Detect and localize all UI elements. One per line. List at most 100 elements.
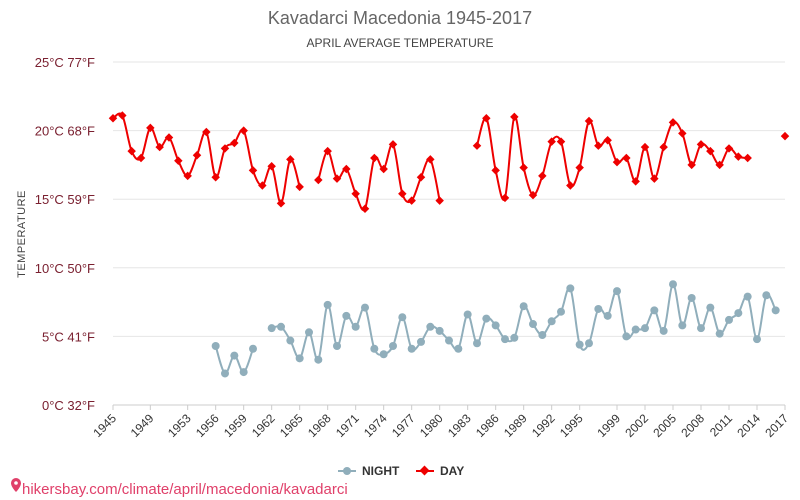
series-night-point[interactable] [211,342,220,351]
series-night-point[interactable] [669,280,677,289]
series-day-point[interactable] [220,144,230,153]
series-night-point[interactable] [314,355,323,364]
series-night-point[interactable] [305,328,313,337]
series-day-point[interactable] [351,189,360,198]
series-night-point[interactable] [510,333,519,342]
series-day-point[interactable] [323,146,332,156]
series-day-point[interactable] [239,126,248,135]
series-day-point[interactable] [743,153,752,163]
series-night-point[interactable] [706,303,715,312]
series-night-point[interactable] [753,335,761,344]
series-day-point[interactable] [314,175,323,185]
series-day-point[interactable] [566,181,575,190]
series-night-point[interactable] [687,293,696,302]
series-day-point[interactable] [622,153,631,163]
series-night-point[interactable] [501,335,509,344]
series-day-point[interactable] [248,166,258,175]
series-night-point[interactable] [221,369,229,378]
footer-link[interactable]: hikersbay.com/climate/april/macedonia/ka… [11,478,348,498]
series-day-point[interactable] [594,141,603,150]
series-night-point[interactable] [547,317,556,326]
series-day-point[interactable] [435,196,444,205]
series-night-point[interactable] [454,344,463,353]
series-night-point[interactable] [641,324,649,333]
series-night-point[interactable] [267,324,276,333]
series-day-point[interactable] [108,114,118,123]
series-day-point[interactable] [519,163,528,172]
series-day-point[interactable] [192,151,202,160]
series-day-point[interactable] [202,127,211,137]
series-day-point[interactable] [538,171,547,181]
series-day-point[interactable] [575,163,584,172]
series-day-point[interactable] [146,123,155,133]
series-day-point[interactable] [603,135,612,145]
series-night-point[interactable] [333,342,341,351]
legend-item-night[interactable]: NIGHT [338,464,400,478]
series-night-point[interactable] [230,351,239,360]
series-day-point[interactable] [174,156,183,166]
series-day-point[interactable] [332,174,342,183]
series-day-point[interactable] [491,166,500,175]
series-night-point[interactable] [771,306,780,315]
series-night-point[interactable] [762,291,771,300]
series-night-point[interactable] [286,336,295,345]
legend[interactable]: NIGHT DAY [338,464,464,478]
series-night-point[interactable] [463,310,472,319]
series-day-point[interactable] [295,182,304,192]
series-night-point[interactable] [743,292,752,301]
series-day-point[interactable] [379,164,388,174]
series-night-point[interactable] [603,311,612,320]
series-night-point[interactable] [482,314,491,323]
series-night-point[interactable] [389,342,397,351]
series-day-point[interactable] [482,114,491,123]
series-day-point[interactable] [360,204,370,214]
series-night-point[interactable] [491,321,500,330]
series-night-point[interactable] [361,303,369,312]
series-day-point[interactable] [612,157,622,167]
series-night-point[interactable] [659,326,668,335]
series-day-point[interactable] [370,153,379,163]
series-day-point[interactable] [407,196,416,205]
footer-url[interactable]: hikersbay.com/climate/april/macedonia/ka… [22,481,348,498]
series-night-point[interactable] [566,284,575,293]
series-day-point[interactable] [136,153,146,163]
series-night-point[interactable] [426,322,435,331]
series-night-point[interactable] [557,307,565,316]
series-night-point[interactable] [594,304,603,313]
series-night-point[interactable] [575,340,584,349]
series-day-point[interactable] [780,131,790,141]
series-night-point[interactable] [277,322,285,331]
series-day-point[interactable] [472,141,482,150]
series-day-point[interactable] [398,189,407,198]
series-night-point[interactable] [725,315,733,324]
series-day-point[interactable] [556,137,566,146]
series-night-point[interactable] [473,339,481,348]
series-night-point[interactable] [295,354,304,363]
legend-item-day[interactable]: DAY [416,464,464,478]
series-day-point[interactable] [659,142,668,152]
series-day-point[interactable] [388,140,398,149]
series-night-point[interactable] [435,326,444,335]
series-day-point[interactable] [230,138,239,148]
series-day-point[interactable] [276,199,286,208]
series-night-point[interactable] [323,300,332,309]
series-night-point[interactable] [529,320,537,329]
series-day-point[interactable] [500,193,510,203]
series-night-point[interactable] [519,302,528,311]
series-night-point[interactable] [407,344,416,353]
series-day-point[interactable] [258,181,267,190]
series-night-point[interactable] [398,313,407,322]
series-day-point[interactable] [211,173,220,182]
series-day-point[interactable] [267,162,276,171]
series-day-point[interactable] [342,164,351,174]
series-day-point[interactable] [426,155,435,164]
series-day-point[interactable] [640,142,650,152]
series-night-point[interactable] [585,339,593,348]
series-day-point[interactable] [118,111,127,120]
series-day-point[interactable] [286,155,295,164]
series-night-point[interactable] [715,329,724,338]
series-day-point[interactable] [183,171,192,181]
series-night-point[interactable] [417,337,425,346]
series-night-point[interactable] [370,344,379,353]
series-day-point[interactable] [164,133,174,142]
